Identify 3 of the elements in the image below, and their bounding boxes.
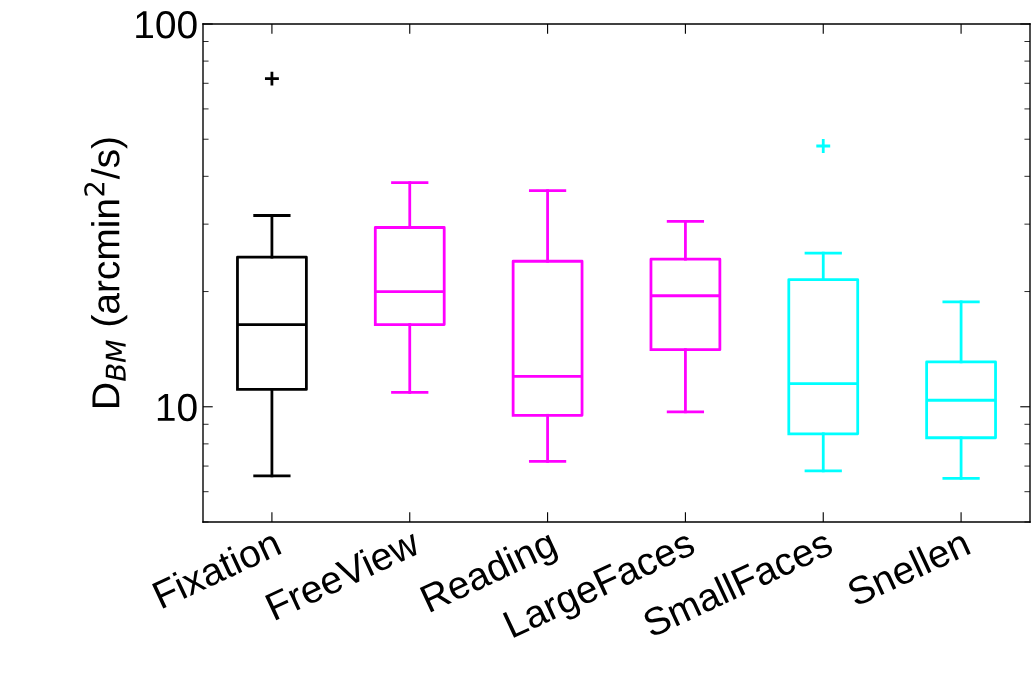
y-tick-label: 100: [136, 10, 197, 39]
y-tick-label: 10: [157, 393, 197, 422]
y-axis-title: D$_{BM}$ (arcmin$^{2}$/s): [84, 138, 128, 407]
